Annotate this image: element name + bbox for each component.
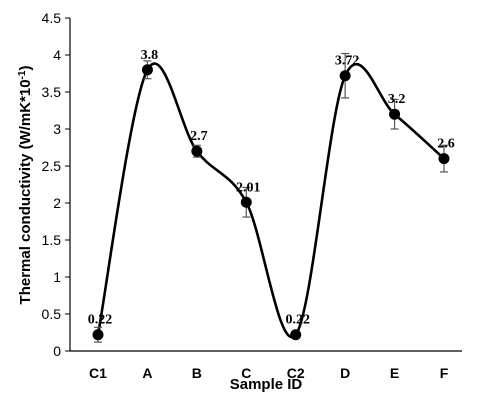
data-label: 2.7 xyxy=(190,129,208,144)
data-label: 3.2 xyxy=(388,92,406,107)
data-label: 3.8 xyxy=(141,48,159,63)
y-tick-label: 0 xyxy=(53,343,61,359)
y-tick-label: 1.5 xyxy=(42,232,62,248)
data-label: 0.22 xyxy=(88,313,113,328)
y-tick-label: 2 xyxy=(53,195,61,211)
data-point xyxy=(191,145,203,157)
y-axis-title-main: Thermal conductivity (W/mK*10 xyxy=(17,79,34,304)
y-tick-label: 3 xyxy=(53,121,61,137)
data-point xyxy=(92,329,104,341)
data-point xyxy=(389,108,401,120)
data-label: 3.72 xyxy=(335,54,360,69)
data-point xyxy=(438,153,450,165)
y-tick-label: 4 xyxy=(53,47,61,63)
data-label: 0.22 xyxy=(285,313,310,328)
y-axis-title-suffix: ) xyxy=(17,66,34,71)
x-tick-label: E xyxy=(390,365,399,381)
data-point xyxy=(339,70,351,82)
y-tick-label: 3.5 xyxy=(42,84,62,100)
data-label: 2.6 xyxy=(437,137,455,152)
data-markers xyxy=(92,64,450,341)
x-tick-label: C1 xyxy=(89,365,107,381)
plot-frame xyxy=(69,18,462,352)
data-point xyxy=(141,64,153,76)
x-tick-label: B xyxy=(192,365,202,381)
x-axis-ticks: C1 A B C C2 D E F xyxy=(89,365,449,381)
y-tick-label: 2.5 xyxy=(42,158,62,174)
y-tick-label: 4.5 xyxy=(42,10,62,26)
y-axis-ticks: 0 0.5 1 1.5 2 2.5 3 3.5 4 4.5 xyxy=(42,10,70,359)
y-tick-label: 1 xyxy=(53,269,61,285)
x-tick-label: C xyxy=(241,365,251,381)
y-axis-title: Thermal conductivity (W/mK*10-1) xyxy=(17,66,35,305)
y-axis-title-superscript: -1 xyxy=(17,70,28,79)
x-tick-label: A xyxy=(142,365,152,381)
data-labels: 0.22 3.8 2.7 2.01 0.22 3.72 3.2 2.6 xyxy=(88,48,455,328)
data-point xyxy=(290,329,302,341)
x-axis-title: Sample ID xyxy=(230,376,303,393)
x-tick-label: F xyxy=(440,365,449,381)
data-label: 2.01 xyxy=(236,180,261,195)
data-point xyxy=(240,196,252,208)
x-tick-label: C2 xyxy=(287,365,305,381)
y-tick-label: 0.5 xyxy=(42,306,62,322)
x-tick-label: D xyxy=(340,365,350,381)
